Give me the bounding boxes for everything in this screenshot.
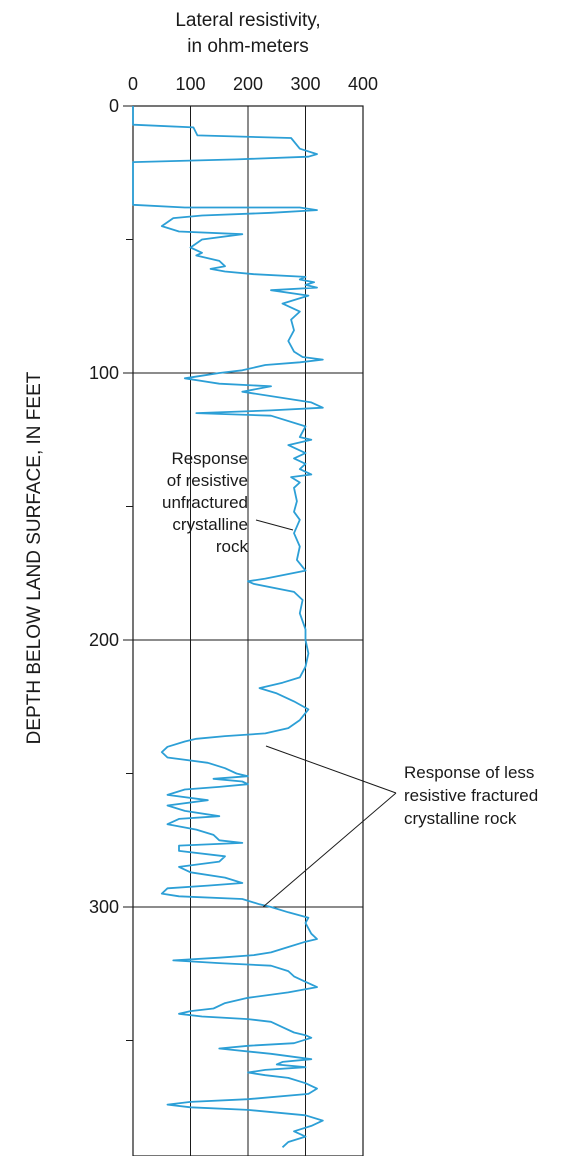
annotation-unfractured-line-4: crystalline (172, 515, 248, 534)
y-tick-label-0: 0 (109, 96, 119, 116)
annotation-unfractured-leader (255, 519, 294, 531)
annotation-unfractured: Response of resistive unfractured crysta… (162, 449, 294, 556)
annotation-fractured-leader-upper (265, 745, 397, 794)
annotation-unfractured-line-2: of resistive (167, 471, 248, 490)
annotation-fractured-line-1: Response of less (404, 763, 534, 782)
annotation-fractured-leader-lower (262, 792, 397, 908)
annotation-fractured-line-3: crystalline rock (404, 809, 517, 828)
x-tick-label-100: 100 (175, 74, 205, 94)
y-tick-label-200: 200 (89, 630, 119, 650)
annotation-unfractured-line-3: unfractured (162, 493, 248, 512)
y-tick-label-100: 100 (89, 363, 119, 383)
annotation-unfractured-line-1: Response (171, 449, 248, 468)
annotation-fractured-line-2: resistive fractured (404, 786, 538, 805)
plot-frame (132, 105, 364, 1156)
annotation-unfractured-line-5: rock (216, 537, 249, 556)
x-axis-ticks: 0 100 200 300 400 (128, 74, 378, 94)
y-axis-ticks: 0 100 200 300 (89, 96, 133, 1041)
x-axis-title-line-1: Lateral resistivity, (175, 10, 320, 31)
y-axis-title: DEPTH BELOW LAND SURFACE, IN FEET (24, 371, 45, 744)
y-tick-label-300: 300 (89, 897, 119, 917)
x-tick-label-0: 0 (128, 74, 138, 94)
x-axis-title-line-2: in ohm-meters (187, 36, 308, 57)
annotation-fractured: Response of less resistive fractured cry… (262, 745, 538, 908)
x-tick-label-200: 200 (233, 74, 263, 94)
series-line (132, 106, 324, 1148)
x-tick-label-400: 400 (348, 74, 378, 94)
x-tick-label-300: 300 (290, 74, 320, 94)
